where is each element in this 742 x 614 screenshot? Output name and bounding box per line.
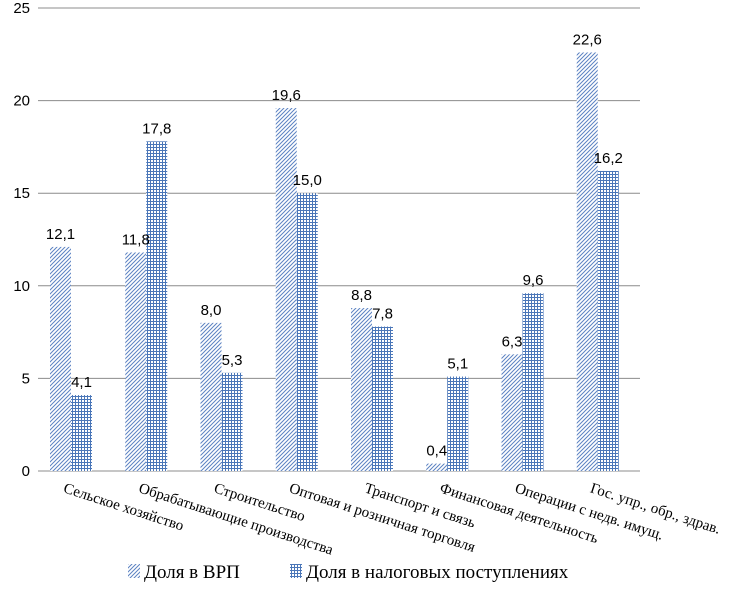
bar-series1-cat6 <box>426 463 448 471</box>
y-tick-label-10: 10 <box>13 278 30 295</box>
bar-series1-cat7 <box>501 354 523 471</box>
data-label-series1-cat7: 6,3 <box>502 333 523 350</box>
legend-swatch-1 <box>128 564 140 578</box>
bar-series1-cat1 <box>50 246 71 471</box>
bar-series2-cat6 <box>447 376 469 471</box>
legend: Доля в ВРП Доля в налоговых поступлениях <box>128 562 569 583</box>
data-label-series2-cat6: 5,1 <box>447 356 468 373</box>
bar-series1-cat5 <box>351 308 372 471</box>
data-label-series1-cat5: 8,8 <box>351 287 372 304</box>
bar-series2-cat8 <box>597 170 619 471</box>
y-tick-label-25: 25 <box>13 0 30 17</box>
legend-swatch-2 <box>290 564 302 578</box>
y-tick-label-20: 20 <box>13 93 30 110</box>
data-label-series1-cat4: 19,6 <box>272 87 301 104</box>
data-label-series2-cat1: 4,1 <box>71 374 92 391</box>
data-label-series2-cat4: 15,0 <box>293 172 322 189</box>
bar-series2-cat7 <box>522 293 544 471</box>
data-label-series1-cat3: 8,0 <box>201 302 222 319</box>
legend-label-1: Доля в ВРП <box>144 562 240 583</box>
data-labels: 12,1 4,1 11,8 17,8 8,0 5,3 19,6 15,0 8,87,8 0,4 5,… <box>46 31 623 459</box>
data-label-series2-cat3: 5,3 <box>222 352 243 369</box>
bar-series2-cat2 <box>146 141 168 471</box>
bar-series2-cat1 <box>71 395 92 471</box>
bar-series1-cat8 <box>576 52 598 471</box>
data-label-series2-cat7: 9,6 <box>523 272 544 289</box>
bar-series2-cat3 <box>221 372 243 471</box>
data-label-series2-cat2: 17,8 <box>142 120 171 137</box>
data-label-series1-cat2: 11,8 <box>122 231 150 248</box>
legend-label-2: Доля в налоговых поступлениях <box>306 562 569 583</box>
data-label-series1-cat8: 22,6 <box>573 31 602 48</box>
data-label-series1-cat1: 12,1 <box>46 226 75 243</box>
y-tick-label-0: 0 <box>22 463 30 480</box>
data-label-series1-cat6: 0,4 <box>426 443 447 460</box>
data-label-series2-cat5: 7,8 <box>372 306 393 323</box>
y-tick-label-5: 5 <box>22 370 30 387</box>
bars <box>50 52 619 472</box>
y-axis-ticks: 0 5 10 15 20 25 <box>13 0 30 480</box>
bar-series2-cat4 <box>296 193 318 471</box>
bar-series2-cat5 <box>372 326 393 471</box>
bar-series1-cat4 <box>275 108 297 472</box>
bar-series1-cat2 <box>125 252 147 471</box>
bar-series1-cat3 <box>200 322 222 471</box>
y-tick-label-15: 15 <box>13 185 30 202</box>
data-label-series2-cat8: 16,2 <box>594 150 623 167</box>
